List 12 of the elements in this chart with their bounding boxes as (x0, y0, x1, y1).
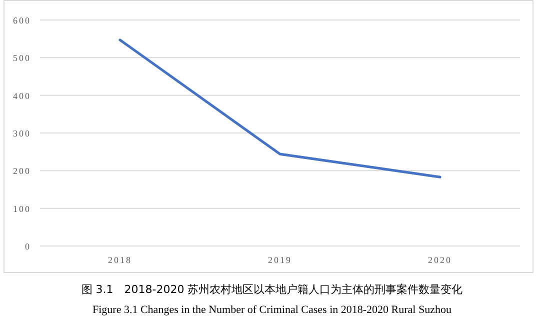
caption: Figure 3.1 Changes in the Number of Criminal Cases in 2018-2020 Rural Suzhou (92, 304, 452, 316)
caption: 图 3.1 2018-2020 苏州农村地区以本地户籍人口为主体的刑事案件数量变化 (81, 283, 463, 296)
y-tick-label: 200 (13, 166, 31, 176)
y-tick-label: 300 (13, 128, 31, 138)
y-tick-label: 0 (25, 242, 31, 252)
y-tick-label: 500 (13, 53, 31, 64)
y-tick-label: 100 (13, 204, 31, 214)
x-tick-label: 2018 (108, 255, 132, 265)
x-tick-label: 2020 (428, 255, 452, 265)
y-tick-label: 400 (13, 90, 31, 101)
y-tick-label: 600 (13, 16, 31, 26)
x-tick-label: 2019 (268, 255, 292, 265)
